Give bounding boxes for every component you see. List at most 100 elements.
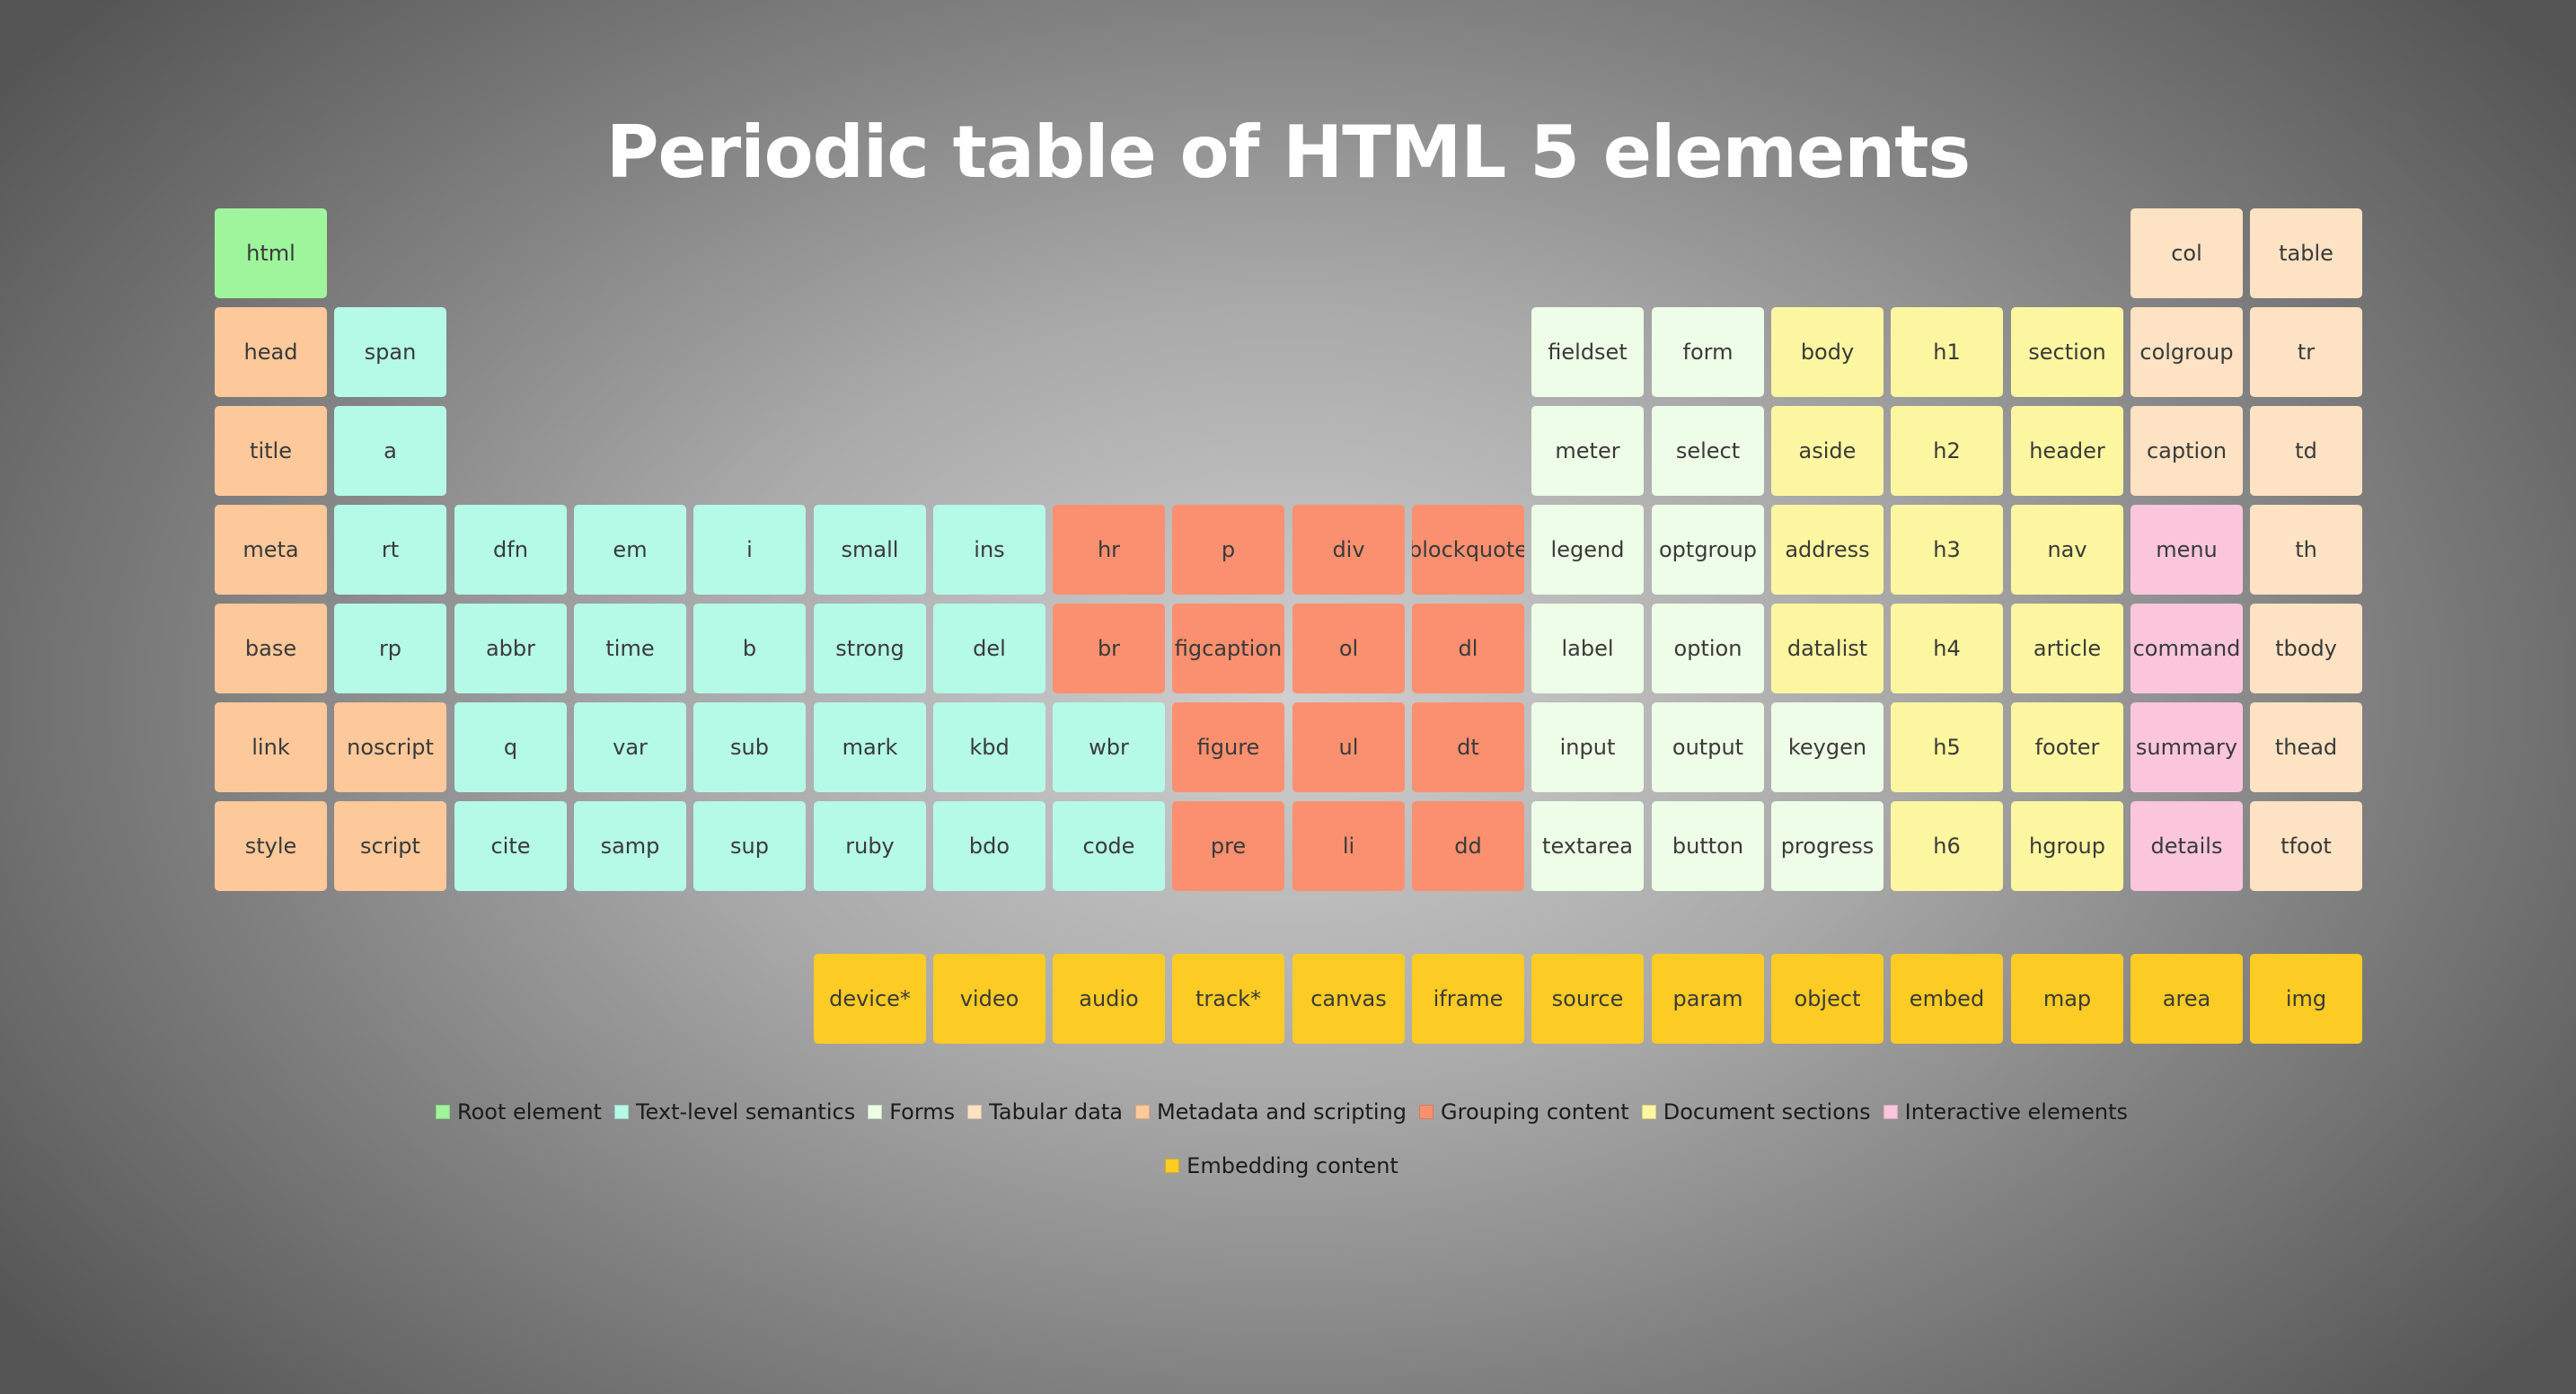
page-title: Periodic table of HTML 5 elements [605, 110, 1971, 194]
element-tile-button: button [1652, 801, 1764, 891]
element-tile-track: track* [1172, 954, 1284, 1044]
legend: Root element Text-level semantics Forms Tab… [0, 1094, 2576, 1130]
element-tile-ol: ol [1292, 604, 1405, 693]
element-tile-q: q [454, 702, 567, 792]
element-tile-area: area [2130, 954, 2243, 1044]
legend-row-2: Embedding content [0, 1148, 2576, 1184]
element-tile-menu: menu [2130, 505, 2243, 595]
element-tile-legend: legend [1531, 505, 1644, 595]
element-tile-td: td [2250, 406, 2362, 496]
element-tile-abbr: abbr [454, 604, 567, 693]
element-tile-dl: dl [1412, 604, 1524, 693]
element-tile-sup: sup [693, 801, 806, 891]
element-tile-strong: strong [814, 604, 926, 693]
element-tile-div: div [1292, 505, 1405, 595]
legend-label: Document sections [1663, 1099, 1871, 1125]
legend-item: Forms [868, 1099, 955, 1125]
legend-swatch [1883, 1105, 1898, 1119]
element-tile-br: br [1053, 604, 1165, 693]
element-tile-keygen: keygen [1771, 702, 1883, 792]
element-tile-col: col [2130, 208, 2243, 298]
legend-item: Document sections [1641, 1099, 1871, 1125]
element-tile-i: i [693, 505, 806, 595]
element-tile-h2: h2 [1891, 406, 2003, 496]
element-tile-head: head [215, 307, 327, 397]
element-tile-a: a [334, 406, 446, 496]
legend-item: Grouping content [1419, 1099, 1629, 1125]
element-tile-iframe: iframe [1412, 954, 1524, 1044]
element-tile-meta: meta [215, 505, 327, 595]
element-tile-dt: dt [1412, 702, 1524, 792]
element-tile-summary: summary [2130, 702, 2243, 792]
element-tile-p: p [1172, 505, 1284, 595]
element-tile-samp: samp [574, 801, 686, 891]
element-tile-tfoot: tfoot [2250, 801, 2362, 891]
element-tile-footer: footer [2011, 702, 2123, 792]
element-tile-section: section [2011, 307, 2123, 397]
element-tile-optgroup: optgroup [1652, 505, 1764, 595]
element-tile-tbody: tbody [2250, 604, 2362, 693]
element-tile-ul: ul [1292, 702, 1405, 792]
element-tile-time: time [574, 604, 686, 693]
element-tile-th: th [2250, 505, 2362, 595]
legend-label: Interactive elements [1904, 1099, 2129, 1125]
element-tile-nav: nav [2011, 505, 2123, 595]
element-tile-rt: rt [334, 505, 446, 595]
element-tile-rp: rp [334, 604, 446, 693]
element-tile-meter: meter [1531, 406, 1644, 496]
element-tile-option: option [1652, 604, 1764, 693]
legend-item: Embedding content [1165, 1153, 1398, 1178]
element-tile-base: base [215, 604, 327, 693]
element-tile-figure: figure [1172, 702, 1284, 792]
legend-item: Metadata and scripting [1134, 1099, 1407, 1125]
element-tile-progress: progress [1771, 801, 1883, 891]
element-tile-h1: h1 [1891, 307, 2003, 397]
element-tile-header: header [2011, 406, 2123, 496]
element-tile-h4: h4 [1891, 604, 2003, 693]
element-tile-input: input [1531, 702, 1644, 792]
element-tile-form: form [1652, 307, 1764, 397]
element-tile-dd: dd [1412, 801, 1524, 891]
legend-swatch [1165, 1159, 1180, 1173]
element-tile-tr: tr [2250, 307, 2362, 397]
element-tile-kbd: kbd [933, 702, 1045, 792]
element-tile-article: article [2011, 604, 2123, 693]
legend-label: Grouping content [1441, 1099, 1629, 1125]
element-tile-cite: cite [454, 801, 567, 891]
legend-swatch [1641, 1105, 1656, 1119]
element-tile-link: link [215, 702, 327, 792]
element-tile-img: img [2250, 954, 2362, 1044]
legend-label: Embedding content [1187, 1153, 1398, 1178]
legend-label: Metadata and scripting [1156, 1099, 1407, 1125]
element-tile-canvas: canvas [1292, 954, 1405, 1044]
element-tile-body: body [1771, 307, 1883, 397]
element-tile-colgroup: colgroup [2130, 307, 2243, 397]
element-tile-param: param [1652, 954, 1764, 1044]
element-tile-code: code [1053, 801, 1165, 891]
element-tile-style: style [215, 801, 327, 891]
element-tile-ruby: ruby [814, 801, 926, 891]
element-tile-noscript: noscript [334, 702, 446, 792]
legend-swatch [1419, 1105, 1434, 1119]
element-tile-details: details [2130, 801, 2243, 891]
legend-swatch [967, 1105, 983, 1119]
legend-label: Forms [889, 1099, 956, 1125]
element-tile-h6: h6 [1891, 801, 2003, 891]
element-tile-bdo: bdo [933, 801, 1045, 891]
legend-item: Text-level semantics [613, 1099, 855, 1125]
element-tile-device: device* [814, 954, 926, 1044]
element-tile-mark: mark [814, 702, 926, 792]
element-tile-thead: thead [2250, 702, 2362, 792]
element-tile-dfn: dfn [454, 505, 567, 595]
element-tile-figcaption: figcaption [1172, 604, 1284, 693]
legend-item: Tabular data [967, 1099, 1123, 1125]
element-tile-select: select [1652, 406, 1764, 496]
element-tile-datalist: datalist [1771, 604, 1883, 693]
legend-swatch [1134, 1105, 1150, 1119]
element-tile-address: address [1771, 505, 1883, 595]
element-tile-wbr: wbr [1053, 702, 1165, 792]
element-tile-sub: sub [693, 702, 806, 792]
element-tile-hgroup: hgroup [2011, 801, 2123, 891]
legend-item: Root element [435, 1099, 602, 1125]
element-tile-h3: h3 [1891, 505, 2003, 595]
